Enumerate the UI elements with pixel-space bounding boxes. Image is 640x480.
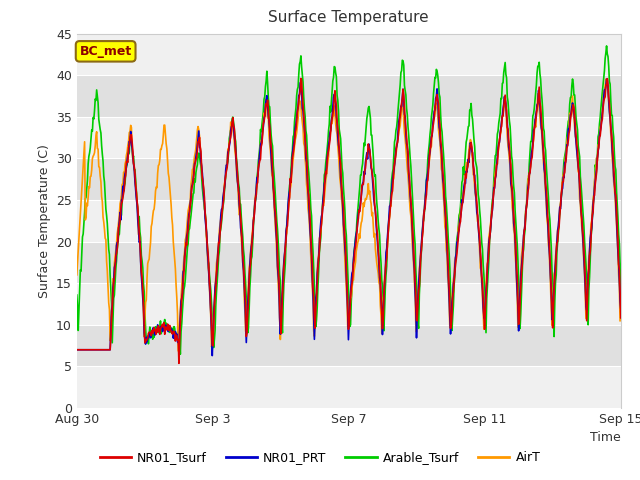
Arable_Tsurf	[139, 264, 147, 270]
NR01_Tsurf	[191, 164, 198, 170]
NR01_Tsurf	[374, 231, 381, 237]
Line: AirT: AirT	[77, 79, 640, 351]
Arable_Tsurf	[422, 188, 429, 194]
AirT	[515, 302, 523, 308]
Bar	[77, 283, 621, 325]
Y-axis label: Surface Temperature (C): Surface Temperature (C)	[38, 144, 51, 298]
NR01_PRT	[515, 302, 523, 308]
Line: NR01_Tsurf: NR01_Tsurf	[77, 78, 640, 363]
AirT	[422, 192, 429, 197]
Bar	[77, 366, 621, 408]
Bar	[77, 200, 621, 241]
Arable_Tsurf	[191, 176, 198, 182]
Arable_Tsurf	[603, 43, 611, 49]
NR01_Tsurf	[297, 75, 305, 81]
NR01_Tsurf	[73, 347, 81, 353]
NR01_Tsurf	[422, 192, 430, 197]
Bar	[77, 34, 621, 75]
NR01_Tsurf	[151, 328, 159, 334]
NR01_Tsurf	[139, 286, 147, 291]
Bar	[77, 158, 621, 200]
AirT	[139, 292, 147, 298]
Bar	[77, 325, 621, 366]
Arable_Tsurf	[177, 351, 184, 357]
Bar	[77, 117, 621, 158]
NR01_Tsurf	[516, 298, 524, 303]
AirT	[73, 272, 81, 278]
Line: NR01_PRT: NR01_PRT	[77, 79, 640, 356]
NR01_PRT	[603, 76, 611, 82]
AirT	[602, 76, 610, 82]
NR01_PRT	[73, 347, 81, 353]
NR01_PRT	[139, 295, 147, 300]
Arable_Tsurf	[515, 296, 523, 302]
AirT	[373, 261, 381, 266]
Bar	[77, 241, 621, 283]
Text: BC_met: BC_met	[79, 45, 132, 58]
Arable_Tsurf	[73, 292, 81, 298]
Title: Surface Temperature: Surface Temperature	[269, 11, 429, 25]
NR01_PRT	[151, 332, 159, 338]
Bar	[77, 75, 621, 117]
AirT	[191, 154, 198, 159]
X-axis label: Time: Time	[590, 432, 621, 444]
NR01_Tsurf	[175, 360, 183, 366]
Line: Arable_Tsurf: Arable_Tsurf	[77, 46, 640, 354]
NR01_PRT	[422, 190, 429, 196]
Arable_Tsurf	[151, 330, 159, 336]
NR01_PRT	[373, 230, 381, 236]
NR01_PRT	[190, 170, 198, 176]
AirT	[174, 348, 182, 354]
Legend: NR01_Tsurf, NR01_PRT, Arable_Tsurf, AirT: NR01_Tsurf, NR01_PRT, Arable_Tsurf, AirT	[95, 446, 545, 469]
AirT	[151, 200, 159, 205]
NR01_PRT	[209, 353, 216, 359]
Arable_Tsurf	[373, 200, 381, 206]
